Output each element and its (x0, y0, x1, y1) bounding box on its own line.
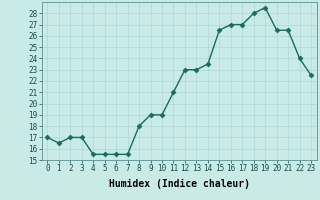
X-axis label: Humidex (Indice chaleur): Humidex (Indice chaleur) (109, 179, 250, 189)
